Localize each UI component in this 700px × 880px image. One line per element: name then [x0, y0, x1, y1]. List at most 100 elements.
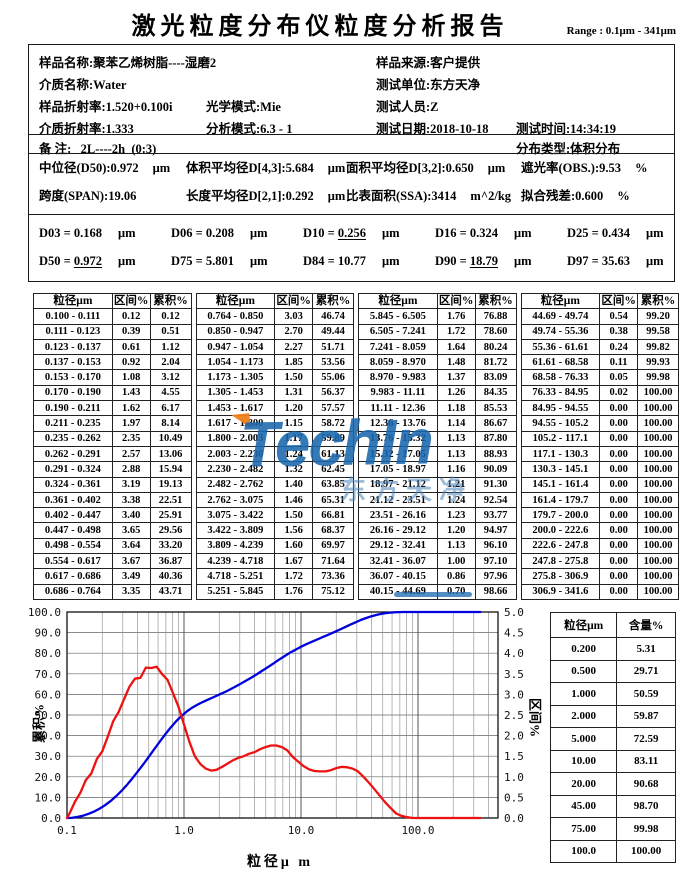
table-row: 2.482 - 2.762 1.40 63.85 — [195, 476, 354, 493]
table-row: 2.003 - 2.230 1.24 61.13 — [195, 445, 354, 463]
table-cell: 1.76 — [274, 583, 314, 600]
table-cell: 66.81 — [312, 507, 354, 524]
table-cell: 6.17 — [149, 400, 192, 417]
table-cell: 2.000 — [549, 704, 618, 728]
table-cell: 5.251 - 5.845 — [195, 583, 276, 600]
table-cell: 63.85 — [312, 476, 354, 493]
table-row: 0.111 - 0.123 0.39 0.51 — [33, 323, 192, 340]
table-cell: 3.03 — [274, 308, 314, 325]
table-row: 0.554 - 0.617 3.67 36.87 — [33, 553, 192, 570]
table-cell: 0.12 — [111, 308, 151, 325]
table-row: 20.00 90.68 — [549, 772, 676, 796]
table-cell: 0.02 — [599, 384, 639, 402]
axis-tick-label: 3.5 — [504, 668, 524, 681]
distribution-chart: 0.0 10.0 20.0 30.0 40.0 50.0 60.0 70.0 80.0 90.0 1… — [28, 606, 524, 837]
axis-tick-label: 80.0 — [35, 647, 62, 660]
table-cell: 69.97 — [312, 537, 354, 555]
table-cell: 247.8 - 275.8 — [520, 553, 601, 570]
table-header-row: 粒径μm 区间% 累积% — [33, 292, 192, 310]
d25-value: D25 = 0.434 μm — [567, 226, 664, 240]
medium-refractive-index: 介质折射率:1.333 — [39, 122, 134, 136]
table-cell: 1.08 — [111, 369, 151, 386]
table-cell: 3.65 — [111, 522, 151, 539]
table-row: 94.55 - 105.2 0.00 100.00 — [520, 415, 679, 432]
table-cell: 46.74 — [312, 308, 354, 325]
table-cell: 53.56 — [312, 354, 354, 371]
table-cell: 100.00 — [637, 537, 679, 555]
column-header: 区间% — [274, 292, 314, 310]
table-cell: 2.04 — [149, 354, 192, 371]
table-cell: 100.00 — [637, 476, 679, 493]
table-row: 13.76 - 15.32 1.13 87.80 — [358, 430, 517, 447]
table-cell: 306.9 - 341.6 — [520, 583, 601, 600]
table-cell: 0.00 — [599, 476, 639, 493]
test-time: 测试时间:14:34:19 — [516, 122, 616, 136]
table-cell: 2.482 - 2.762 — [195, 476, 276, 493]
table-row: 117.1 - 130.3 0.00 100.00 — [520, 445, 679, 463]
axis-tick-label: 0.0 — [41, 812, 61, 825]
table-cell: 1.26 — [436, 384, 476, 402]
table-cell: 1.800 - 2.003 — [195, 430, 276, 447]
table-cell: 0.850 - 0.947 — [195, 323, 276, 340]
table-cell: 1.32 — [274, 461, 314, 478]
table-cell: 76.88 — [474, 308, 517, 325]
axis-tick-label: 30.0 — [35, 750, 62, 763]
table-cell: 22.51 — [149, 491, 192, 509]
table-cell: 57.57 — [312, 400, 354, 417]
summary-stat: 面积平均径D[3,2]:0.650 μm — [346, 161, 506, 175]
table-cell: 1.13 — [436, 430, 476, 447]
table-cell: 50.59 — [616, 682, 676, 706]
d03-value: D03 = 0.168 μm — [39, 226, 136, 240]
table-cell: 1.17 — [274, 430, 314, 447]
axis-tick-label: 10.0 — [35, 791, 62, 804]
table-cell: 1.054 - 1.173 — [195, 354, 276, 371]
right-axis-title: 区间% — [527, 697, 543, 737]
table-cell: 1.305 - 1.453 — [195, 384, 276, 402]
table-cell: 1.85 — [274, 354, 314, 371]
table-cell: 84.95 - 94.55 — [520, 400, 601, 417]
table-cell: 59.87 — [616, 704, 676, 728]
table-cell: 23.51 - 26.16 — [358, 507, 438, 524]
table-cell: 91.30 — [474, 476, 517, 493]
d84-value: D84 = 10.77 μm — [303, 254, 400, 268]
table-row: 145.1 - 161.4 0.00 100.00 — [520, 476, 679, 493]
table-cell: 100.00 — [637, 553, 679, 570]
table-cell: 0.324 - 0.361 — [33, 476, 113, 493]
table-cell: 0.500 — [549, 659, 618, 683]
table-row: 222.6 - 247.8 0.00 100.00 — [520, 537, 679, 555]
table-cell: 0.170 - 0.190 — [33, 384, 113, 402]
d90-value: D90 = 18.79 μm — [435, 254, 532, 268]
table-cell: 275.8 - 306.9 — [520, 568, 601, 585]
axis-tick-label: 40.0 — [35, 730, 62, 743]
sample-info-panel: 样品名称:聚苯乙烯树脂----湿磨2 样品来源:客户提供 介质名称:Water … — [28, 44, 675, 282]
table-cell: 65.31 — [312, 491, 354, 509]
table-header-row: 粒径μm 区间% 累积% — [195, 292, 354, 310]
table-cell: 100.00 — [637, 384, 679, 402]
table-cell: 18.97 - 21.12 — [358, 476, 438, 493]
axis-tick-label: 20.0 — [35, 771, 62, 784]
axis-tick-label: 5.0 — [504, 606, 524, 619]
axis-tick-label: 100.0 — [401, 824, 434, 837]
table-cell: 100.00 — [637, 415, 679, 432]
table-cell: 49.44 — [312, 323, 354, 340]
column-header: 累积% — [637, 292, 679, 310]
summary-stat: 拟合残差:0.600% — [521, 189, 630, 203]
optical-mode: 光学模式:Mie — [206, 100, 281, 114]
table-cell: 5.000 — [549, 727, 618, 751]
test-unit: 测试单位:东方天净 — [376, 78, 481, 92]
axis-tick-label: 10.0 — [288, 824, 315, 837]
table-row: 49.74 - 55.36 0.38 99.58 — [520, 323, 679, 340]
data-curve — [65, 665, 482, 820]
distribution-table-group-2: 粒径μm 区间% 累积% 0.764 - 0.850 3.03 46.74 0.850 - … — [195, 292, 355, 600]
table-cell: 90.68 — [616, 772, 676, 796]
table-cell: 56.37 — [312, 384, 354, 402]
table-row: 100.0 100.00 — [549, 839, 676, 863]
table-cell: 1.31 — [274, 384, 314, 402]
table-cell: 92.54 — [474, 491, 517, 509]
table-row: 0.291 - 0.324 2.88 15.94 — [33, 461, 192, 478]
table-cell: 3.64 — [111, 537, 151, 555]
left-axis-title: 累积% — [31, 704, 47, 744]
table-cell: 100.00 — [637, 522, 679, 539]
table-cell: 32.41 - 36.07 — [358, 553, 438, 570]
table-cell: 1.21 — [436, 476, 476, 493]
